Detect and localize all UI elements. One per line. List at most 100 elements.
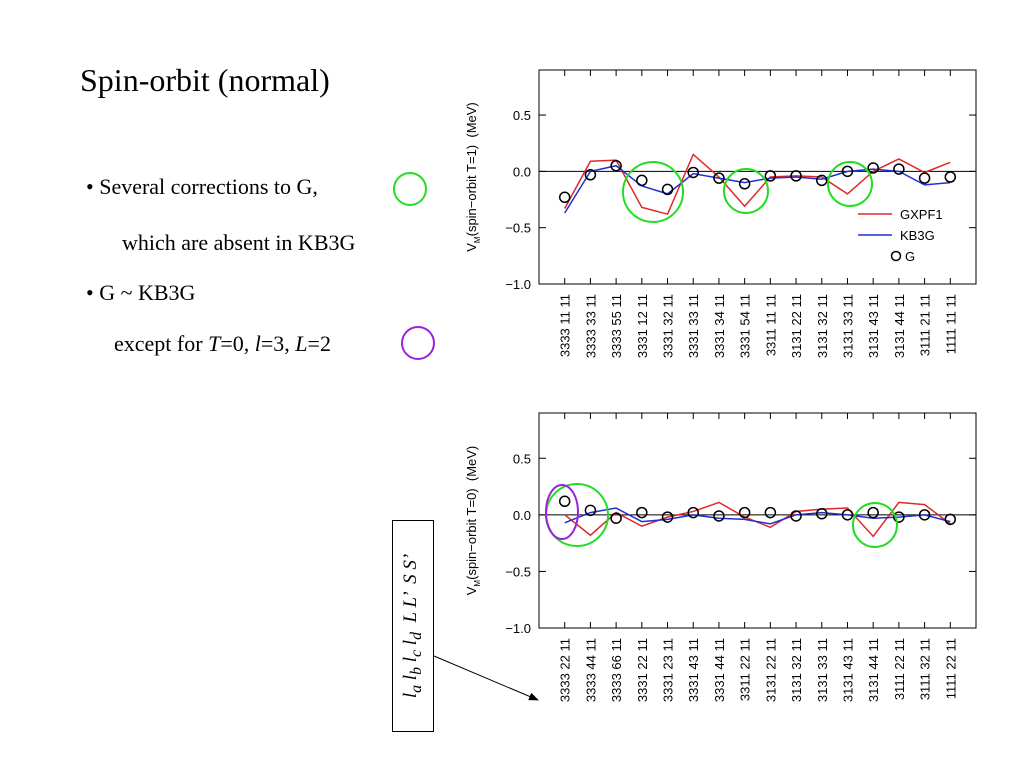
data-point <box>893 163 905 175</box>
legend-marker <box>890 250 902 262</box>
data-point <box>893 511 905 523</box>
x-tick-label: 3331 33 11 <box>686 294 701 358</box>
y-tick-label: 0.5 <box>513 108 531 123</box>
x-tick-label: 1111 11 11 <box>943 294 958 354</box>
y-tick-label: 0.0 <box>513 508 531 523</box>
bullet: • Several corrections to G, <box>86 174 318 199</box>
x-tick-label: 3131 43 11 <box>866 294 881 358</box>
y-tick-label: −0.5 <box>505 564 531 579</box>
plots: −1.0 −0.5 0.0 0.5 3333 11 11 3333 33 11 3333 5… <box>464 69 977 702</box>
data-point <box>584 504 597 517</box>
x-tick-label: 3131 44 11 <box>866 638 881 702</box>
y-tick-label: 0.0 <box>513 164 531 179</box>
text: (spin−orbit T=0) (MeV) <box>464 446 479 580</box>
x-tick-label: 3311 22 11 <box>738 638 753 701</box>
data-point <box>790 170 802 182</box>
arrow <box>433 655 539 701</box>
x-tick-label: 3333 55 11 <box>609 294 624 358</box>
x-tick-label: 3331 23 11 <box>661 638 676 702</box>
data-point <box>816 174 828 187</box>
data-point <box>867 506 879 519</box>
annotation-circle <box>852 502 898 548</box>
text: L <box>295 331 308 356</box>
x-tick-label: 3131 32 11 <box>789 638 804 702</box>
x-tick-label: 3131 44 11 <box>892 294 907 358</box>
legend-label: GXPF1 <box>900 207 943 222</box>
text: l <box>254 331 261 356</box>
x-tick-label: 3331 32 11 <box>661 294 676 358</box>
x-tick-label: 3131 22 11 <box>763 638 778 702</box>
data-point <box>558 495 571 508</box>
text: (spin−orbit T=1) (MeV) <box>464 102 479 236</box>
text: =2 <box>307 331 331 356</box>
plot-frame <box>538 69 977 285</box>
bullet: • G ~ KB3G <box>86 280 196 305</box>
text: V <box>464 243 479 252</box>
y-tick-label: −1.0 <box>505 277 531 292</box>
data-point <box>944 171 957 183</box>
x-tick-label: 1111 22 11 <box>943 638 958 699</box>
x-tick-label: 3333 33 11 <box>583 294 598 358</box>
data-point <box>713 510 725 522</box>
data-point <box>636 174 648 187</box>
data-line <box>564 507 951 525</box>
label-box: la lb lc ld L L’ S S’ <box>392 520 434 732</box>
data-point <box>661 511 674 523</box>
data-point <box>790 510 802 522</box>
bullet-text: which are absent in KB3G <box>122 230 356 255</box>
x-tick-label: 3131 22 11 <box>789 294 804 358</box>
x-tick-label: 3131 32 11 <box>815 294 830 358</box>
data-point <box>841 509 854 521</box>
x-tick-label: 3111 32 11 <box>918 638 933 700</box>
data-point <box>610 512 622 524</box>
data-point <box>584 168 597 181</box>
x-tick-label: 3111 22 11 <box>892 638 907 700</box>
annotation-circle <box>393 172 427 206</box>
data-point <box>944 513 957 526</box>
x-tick-label: 3331 12 11 <box>635 294 650 358</box>
x-tick-label: 3131 43 11 <box>840 638 855 702</box>
data-line <box>564 164 951 214</box>
text: except for <box>114 331 209 356</box>
x-tick-label: 3333 22 11 <box>558 638 573 702</box>
data-point <box>738 506 751 519</box>
slide-title: Spin-orbit (normal) <box>80 62 330 98</box>
x-tick-label: 3333 44 11 <box>583 638 598 702</box>
x-tick-label: 3311 11 11 <box>763 294 778 356</box>
text: M <box>473 580 482 587</box>
y-tick-label: 0.5 <box>513 451 531 466</box>
data-point <box>610 159 622 172</box>
data-point <box>661 183 674 196</box>
y-axis-label: VM(spin−orbit T=0) (MeV) <box>464 446 482 595</box>
data-point <box>636 506 648 519</box>
data-point <box>713 172 725 184</box>
text: =0, <box>220 331 255 356</box>
data-point <box>764 506 777 519</box>
annotation-circle <box>622 161 684 223</box>
x-tick-label: 3131 33 11 <box>815 638 830 702</box>
text: M <box>473 236 482 243</box>
y-axis-label: VM(spin−orbit T=1) (MeV) <box>464 102 482 251</box>
data-point <box>918 172 931 184</box>
data-point <box>841 165 854 178</box>
data-point <box>764 170 777 182</box>
data-line <box>564 501 951 538</box>
x-tick-label: 3331 43 11 <box>686 638 701 702</box>
annotation-circle <box>545 484 579 540</box>
data-line <box>564 153 951 216</box>
data-point <box>816 507 828 520</box>
x-tick-label: 3331 54 11 <box>738 294 753 358</box>
x-tick-label: 3333 66 11 <box>609 638 624 702</box>
x-tick-label: 3111 21 11 <box>918 294 933 356</box>
x-tick-label: 3331 34 11 <box>712 294 727 358</box>
text: =3, <box>260 331 296 356</box>
data-point <box>867 162 879 174</box>
data-point <box>687 166 699 179</box>
data-point <box>918 509 931 521</box>
text: T <box>208 331 221 356</box>
bullet-text: except for T=0, l=3, L=2 <box>114 331 331 357</box>
x-tick-label: 3333 11 11 <box>558 294 573 357</box>
annotation-circle <box>723 168 769 214</box>
